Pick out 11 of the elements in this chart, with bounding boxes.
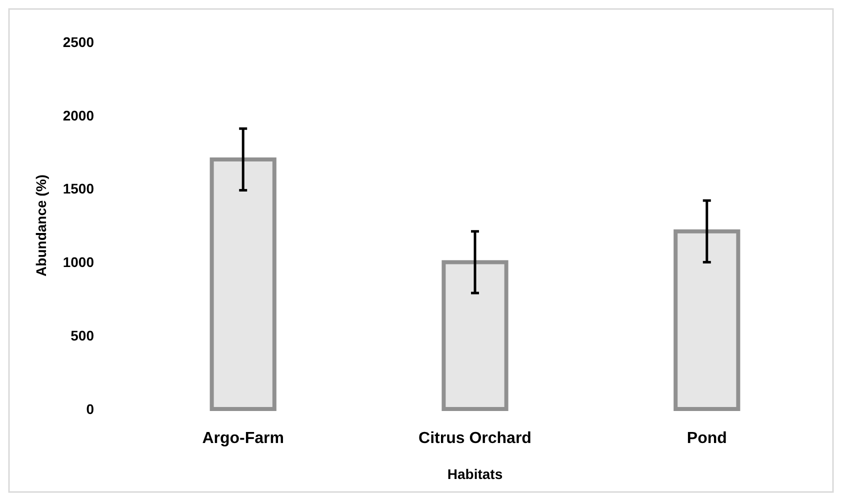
x-tick-label: Argo-Farm: [202, 430, 284, 447]
y-tick-label: 500: [70, 328, 94, 344]
x-tick-label: Citrus Orchard: [418, 430, 532, 447]
x-axis-title: Habitats: [447, 466, 503, 482]
y-tick-label: 1000: [62, 254, 94, 270]
y-tick-label: 2500: [62, 34, 94, 50]
y-axis-title: Abundance (%): [33, 174, 49, 276]
y-tick-label: 1500: [62, 180, 94, 197]
y-tick-label: 0: [86, 400, 94, 417]
x-tick-label: Pond: [686, 430, 727, 447]
y-tick-label: 2000: [62, 107, 94, 124]
